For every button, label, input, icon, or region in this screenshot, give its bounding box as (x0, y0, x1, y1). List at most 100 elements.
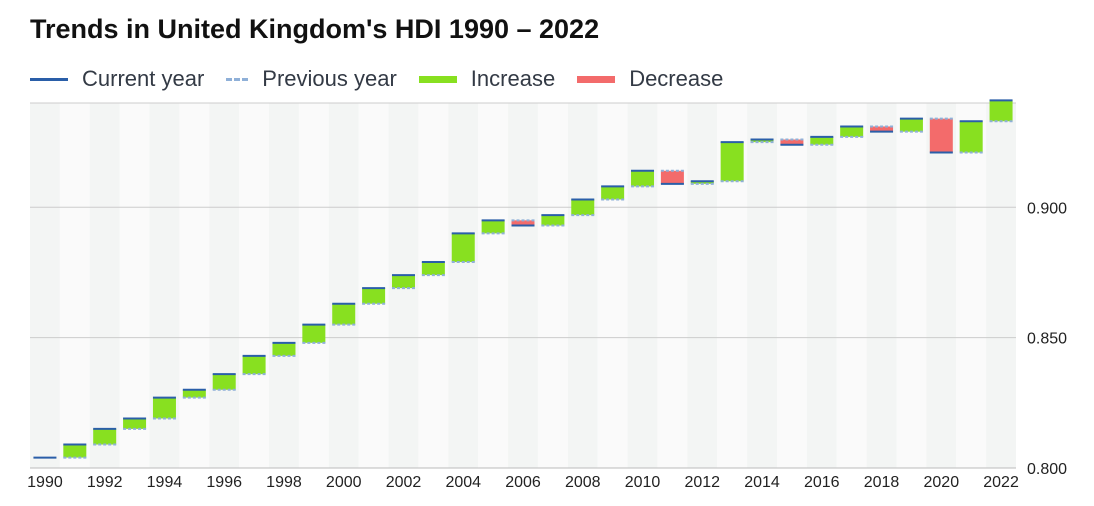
y-tick-label: 0.850 (1027, 331, 1067, 348)
x-tick-label: 2016 (804, 474, 840, 491)
increase-bar (302, 324, 326, 343)
increase-bar (63, 444, 87, 458)
background-band (866, 103, 897, 468)
increase-bar (362, 288, 386, 304)
x-tick-label: 2012 (684, 474, 720, 491)
x-tick-label: 1996 (206, 474, 242, 491)
increase-bar (391, 275, 415, 289)
increase-bar (631, 170, 655, 187)
x-tick-label: 2004 (445, 474, 481, 491)
bars (33, 99, 1013, 459)
background-band (59, 103, 90, 468)
background-band (119, 103, 150, 468)
background-band (448, 103, 479, 468)
legend-swatch-previous (226, 77, 249, 81)
increase-bar (750, 139, 774, 143)
decrease-bar (660, 170, 684, 184)
increase-bar (840, 126, 864, 137)
background-band (298, 103, 329, 468)
background-band (269, 103, 299, 468)
x-tick-label: 2022 (983, 474, 1019, 491)
increase-bar (123, 418, 147, 429)
legend-swatch-current (30, 77, 68, 81)
background-band (687, 103, 718, 468)
background-band (627, 103, 658, 468)
increase-bar (690, 181, 714, 184)
background-band (896, 103, 927, 468)
decrease-bar (870, 126, 894, 132)
background-band (806, 103, 837, 468)
background-band (478, 103, 509, 468)
decrease-bar (511, 220, 535, 226)
background-band (30, 103, 60, 468)
background-band (956, 103, 987, 468)
background-band (657, 103, 688, 468)
x-tick-label: 1992 (87, 474, 123, 491)
increase-bar (899, 118, 923, 132)
legend-item-previous: Previous year (226, 66, 397, 92)
chart-title: Trends in United Kingdom's HDI 1990 – 20… (30, 14, 600, 44)
increase-bar (601, 186, 625, 200)
background-band (358, 103, 389, 468)
decrease-bar (929, 118, 953, 153)
increase-bar (242, 355, 266, 375)
x-tick-label: 1994 (147, 474, 183, 491)
increase-bar (989, 100, 1013, 122)
background-band (986, 103, 1016, 468)
x-tick-label: 2006 (505, 474, 541, 491)
chart-legend: Current year Previous year Increase Decr… (30, 64, 745, 94)
background-band (418, 103, 449, 468)
legend-label-increase: Increase (470, 66, 556, 91)
legend-item-increase: Increase (418, 66, 556, 92)
background-band (179, 103, 210, 468)
x-tick-label: 2010 (625, 474, 661, 491)
background-band (508, 103, 538, 468)
background-bands (30, 103, 1016, 468)
legend-swatch-increase (418, 75, 457, 83)
x-tick-label: 2014 (744, 474, 780, 491)
legend-label-current: Current year (82, 66, 205, 91)
legend-item-current: Current year (30, 66, 204, 92)
x-axis-labels: 1990 1992 1994 1996 1998 2000 2002 2004 2006 2008… (27, 474, 1019, 491)
increase-bar (152, 397, 176, 419)
legend-label-decrease: Decrease (629, 66, 724, 91)
x-tick-label: 1990 (27, 474, 63, 491)
increase-bar (421, 262, 445, 276)
x-tick-label: 2018 (864, 474, 900, 491)
increase-bar (541, 215, 565, 226)
x-tick-label: 2008 (565, 474, 601, 491)
increase-bar (720, 142, 744, 182)
increase-bar (481, 220, 505, 234)
background-band (597, 103, 628, 468)
background-band (747, 103, 777, 468)
legend-swatch-decrease (577, 75, 616, 83)
increase-bar (451, 233, 475, 263)
y-tick-label: 0.800 (1027, 461, 1067, 478)
decrease-bar (780, 139, 804, 145)
background-band (926, 103, 957, 468)
increase-bar (571, 199, 595, 216)
increase-bar (332, 303, 356, 325)
background-band (89, 103, 120, 468)
legend-label-previous: Previous year (262, 66, 397, 91)
background-band (537, 103, 568, 468)
legend-item-decrease: Decrease (577, 66, 723, 92)
x-tick-label: 1998 (266, 474, 302, 491)
increase-bar (212, 374, 236, 390)
increase-bar (93, 428, 117, 445)
background-band (776, 103, 807, 468)
background-band (328, 103, 359, 468)
background-band (209, 103, 240, 468)
increase-bar (182, 389, 206, 398)
x-tick-label: 2002 (386, 474, 422, 491)
y-tick-label: 0.900 (1027, 200, 1067, 217)
x-tick-label: 2000 (326, 474, 362, 491)
x-tick-label: 2020 (924, 474, 960, 491)
background-band (836, 103, 867, 468)
increase-bar (810, 136, 834, 145)
increase-bar (959, 121, 983, 153)
background-band (239, 103, 270, 468)
increase-bar (272, 342, 296, 356)
y-axis-labels: 0.800 0.850 0.900 (1027, 200, 1067, 478)
